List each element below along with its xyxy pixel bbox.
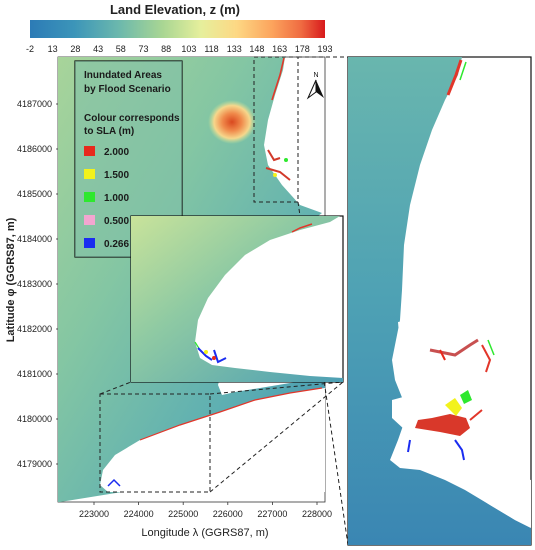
legend-subtitle-line1: Colour corresponds	[84, 113, 180, 124]
inset-harbour	[197, 347, 227, 364]
colorbar-tick-label: 103	[181, 44, 196, 54]
legend-item-label: 1.000	[104, 193, 129, 204]
inset-map-right	[347, 56, 532, 546]
colorbar-tick-label: 73	[138, 44, 148, 54]
legend-item-label: 0.266	[104, 239, 129, 250]
legend-item-label: 2.000	[104, 147, 129, 158]
x-tick-label: 227000	[257, 509, 287, 519]
coastline-upper	[271, 57, 285, 101]
north-arrow: N	[306, 72, 324, 100]
inset-land	[131, 216, 343, 382]
right-harbour-flood	[415, 414, 470, 436]
north-arrow-label: N	[313, 72, 318, 79]
y-tick-label: 4186000	[17, 144, 52, 154]
right-coast-top	[446, 59, 463, 96]
y-tick-label: 4183000	[17, 279, 52, 289]
legend-swatch	[84, 215, 95, 225]
colorbar-title: Land Elevation, z (m)	[110, 2, 240, 17]
colorbar-tick-label: 163	[272, 44, 287, 54]
zoom-box-lower	[99, 393, 211, 493]
legend-title-line1: Inundated Areas	[84, 70, 162, 81]
colorbar-tick-label: 148	[249, 44, 264, 54]
zoom-box-upper	[253, 56, 299, 203]
sea-lower	[100, 388, 325, 492]
hill-peak	[208, 100, 256, 144]
x-tick-label: 226000	[213, 509, 243, 519]
legend-item-label: 1.500	[104, 170, 129, 181]
y-tick-label: 4182000	[17, 324, 52, 334]
colorbar-tick-label: 118	[204, 44, 218, 54]
legend-subtitle-line2: to SLA (m)	[84, 126, 134, 137]
y-axis-ticks: 4187000 4186000 4185000 4184000 4183000 41820…	[17, 99, 58, 469]
legend-title-line2: by Flood Scenario	[84, 84, 171, 95]
x-axis-label: Longitude λ (GGRS87, m)	[141, 527, 268, 539]
y-tick-label: 4181000	[17, 369, 52, 379]
colorbar-ticks: -2 13 28 43 58 73 88 103 118 133 148 163 178 193	[26, 44, 333, 54]
inset-map-lower	[130, 215, 344, 383]
right-jetty	[429, 338, 479, 357]
right-breakwater	[407, 439, 465, 461]
y-tick-label: 4184000	[17, 234, 52, 244]
colorbar-tick-label: 193	[317, 44, 332, 54]
colorbar-tick-label: 88	[161, 44, 171, 54]
small-harbour	[107, 478, 121, 487]
x-axis-ticks: 223000 224000 225000 226000 227000 228000	[79, 502, 332, 519]
legend-swatch	[84, 192, 95, 202]
x-tick-label: 228000	[302, 509, 332, 519]
colorbar-tick-label: 28	[70, 44, 80, 54]
colorbar	[30, 20, 325, 38]
x-tick-label: 224000	[124, 509, 154, 519]
legend-swatch	[84, 146, 95, 156]
coastline-lower	[139, 387, 323, 441]
colorbar-tick-label: 178	[295, 44, 310, 54]
y-tick-label: 4180000	[17, 414, 52, 424]
legend-swatch	[84, 169, 95, 179]
colorbar-tick-label: 13	[48, 44, 58, 54]
y-tick-label: 4179000	[17, 459, 52, 469]
legend-swatch	[84, 238, 95, 248]
colorbar-tick-label: 43	[93, 44, 103, 54]
colorbar-tick-label: 58	[116, 44, 126, 54]
y-tick-label: 4187000	[17, 99, 52, 109]
y-tick-label: 4185000	[17, 189, 52, 199]
right-land	[348, 57, 531, 545]
x-tick-label: 223000	[79, 509, 109, 519]
colorbar-tick-label: -2	[26, 44, 34, 54]
harbour-structure	[265, 149, 291, 181]
legend-item-label: 0.500	[104, 216, 129, 227]
y-axis-label: Latitude φ (GGRS87, m)	[5, 217, 17, 342]
colorbar-tick-label: 133	[227, 44, 242, 54]
x-tick-label: 225000	[168, 509, 198, 519]
